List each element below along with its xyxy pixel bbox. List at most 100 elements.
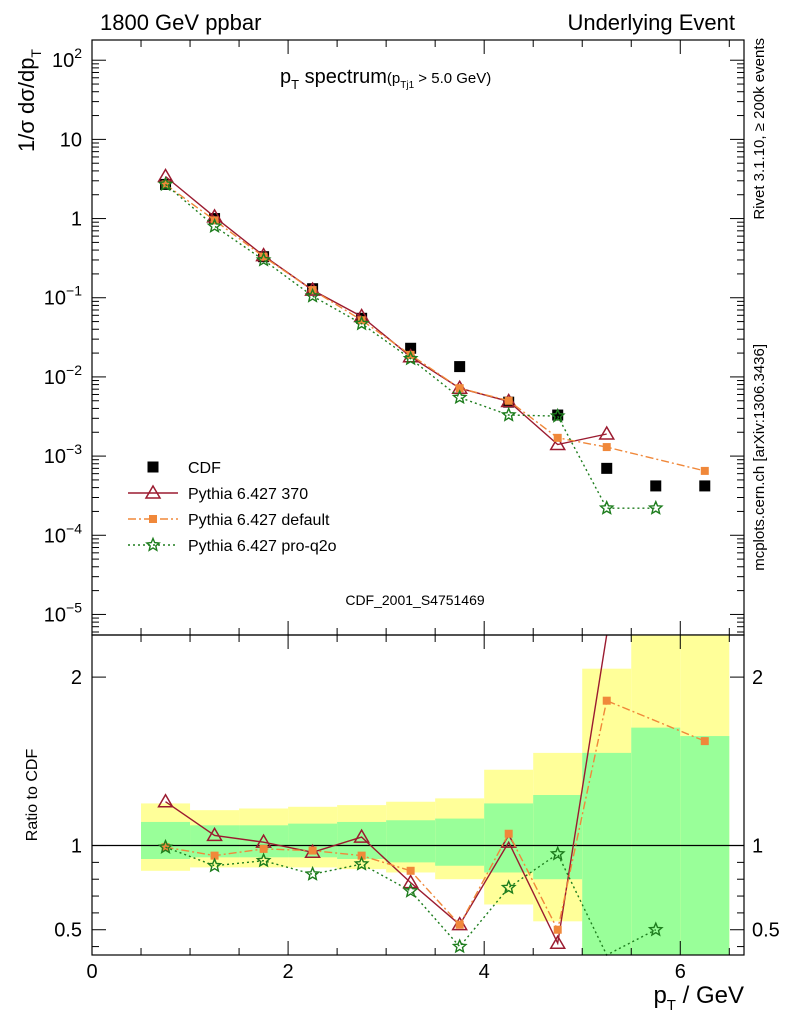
main-ylabel: 1/σ dσ/dpT: [14, 49, 44, 152]
series-pythia-6-427-pro-q2o: [157, 176, 664, 515]
ratio-y-tick-label: 2: [71, 667, 82, 689]
main-axis-ticks: 10−5 10−4 10−3 10−2 10−1 1 10 102: [44, 40, 744, 635]
data-point: [601, 462, 613, 474]
legend-marker: [149, 515, 157, 523]
header-left: 1800 GeV ppbar: [100, 10, 261, 35]
uncertainty-band-inner: [435, 818, 485, 866]
data-point: [504, 396, 513, 405]
ratio-point: [304, 865, 321, 881]
legend-marker: [147, 461, 159, 473]
data-point: [451, 389, 468, 405]
ratio-line: [165, 699, 706, 932]
ratio-point: [353, 828, 370, 843]
data-point: [406, 350, 415, 359]
ratio-point: [553, 925, 562, 934]
main-y-tick-label: 10−5: [44, 599, 82, 626]
main-y-tick-label: 1: [71, 209, 82, 231]
x-tick-label: 0: [86, 961, 97, 983]
data-point: [650, 480, 662, 492]
data-point: [549, 407, 566, 423]
ratio-point: [504, 829, 513, 838]
rivet-label: Rivet 3.1.10, ≥ 200k events: [751, 38, 768, 220]
x-tick-label: 6: [675, 961, 686, 983]
ratio-point: [455, 920, 464, 929]
uncertainty-band-inner: [484, 803, 534, 873]
ratio-point: [402, 874, 419, 889]
ratio-point: [402, 882, 419, 898]
ratio-ylabel: Ratio to CDF: [24, 749, 41, 842]
series-cdf: [160, 178, 711, 492]
data-point: [455, 384, 464, 393]
data-point: [602, 443, 611, 452]
series-line: [165, 183, 656, 509]
data-point: [598, 499, 615, 515]
x-axis-label: pT / GeV: [653, 982, 744, 1014]
legend-marker: [144, 484, 162, 499]
data-point: [598, 425, 616, 440]
data-point: [647, 499, 664, 515]
uncertainty-band-inner: [582, 752, 632, 955]
data-point: [553, 433, 562, 442]
legend-label: Pythia 6.427 default: [188, 512, 330, 529]
ratio-frame: [91, 634, 745, 956]
main-y-tick-label: 102: [52, 45, 82, 72]
ratio-y-tick-label: 0.5: [54, 920, 82, 942]
data-point: [259, 252, 268, 261]
data-point: [357, 316, 366, 325]
ratio-y-tick-label-right: 1: [752, 836, 763, 858]
data-point: [157, 176, 174, 192]
main-y-tick-label: 10−4: [44, 520, 82, 547]
x-tick-label: 2: [283, 961, 294, 983]
legend-marker: [145, 536, 161, 552]
mcplots-label: mcplots.cern.ch [arXiv:1306.3436]: [751, 344, 768, 571]
data-point: [700, 466, 709, 475]
ratio-point: [549, 845, 566, 861]
ratio-point: [700, 737, 709, 746]
header-right: Underlying Event: [567, 10, 735, 35]
data-point: [402, 350, 419, 366]
ratio-bands: [141, 635, 730, 955]
data-point: [699, 480, 711, 492]
ratio-point: [500, 879, 517, 895]
data-point: [552, 409, 564, 421]
ratio-y-tick-label: 1: [71, 836, 82, 858]
ratio-y-tick-label-right: 2: [752, 667, 763, 689]
legend-label: Pythia 6.427 pro-q2o: [188, 538, 337, 555]
ratio-point: [451, 938, 468, 954]
ratio-point: [157, 793, 174, 808]
ratio-point: [255, 852, 272, 868]
ratio-line: [165, 846, 657, 956]
series-line: [165, 183, 705, 472]
main-panel: 10−5 10−4 10−3 10−2 10−1 1 10 102 pT spectrum(p…: [14, 39, 745, 636]
main-series: [157, 167, 711, 515]
ratio-point: [206, 857, 223, 873]
ratio-point: [602, 696, 611, 705]
ratio-line: [165, 634, 608, 946]
ratio-point: [353, 855, 370, 871]
main-y-tick-label: 10−1: [44, 283, 82, 310]
data-point: [353, 315, 370, 331]
ratio-axis-ticks: 0.5 0.5 1 1 2 2 0 2 4 6: [54, 635, 780, 983]
data-point: [500, 406, 517, 422]
legend-label: Pythia 6.427 370: [188, 486, 308, 503]
ratio-series: [157, 634, 709, 956]
legend-label: CDF: [188, 460, 221, 477]
data-point: [454, 361, 466, 373]
series-pythia-6-427-default: [161, 180, 709, 475]
ratio-point: [308, 846, 317, 855]
ratio-point: [259, 844, 268, 853]
series-pythia-6-427-370: [157, 167, 616, 451]
ratio-point: [357, 851, 366, 860]
data-point: [206, 217, 223, 233]
ratio-point: [647, 921, 664, 937]
main-y-tick-label: 10−3: [44, 441, 82, 468]
x-tick-label: 4: [479, 961, 490, 983]
analysis-id: CDF_2001_S4751469: [345, 592, 485, 608]
ratio-panel: 0.5 0.5 1 1 2 2 0 2 4 6 Ratio to CDF pT / GeV: [24, 634, 780, 1014]
ratio-point: [210, 851, 219, 860]
main-y-tick-label: 10: [60, 129, 82, 151]
data-point: [255, 251, 272, 267]
ratio-point: [549, 934, 567, 949]
series-line: [165, 175, 607, 446]
